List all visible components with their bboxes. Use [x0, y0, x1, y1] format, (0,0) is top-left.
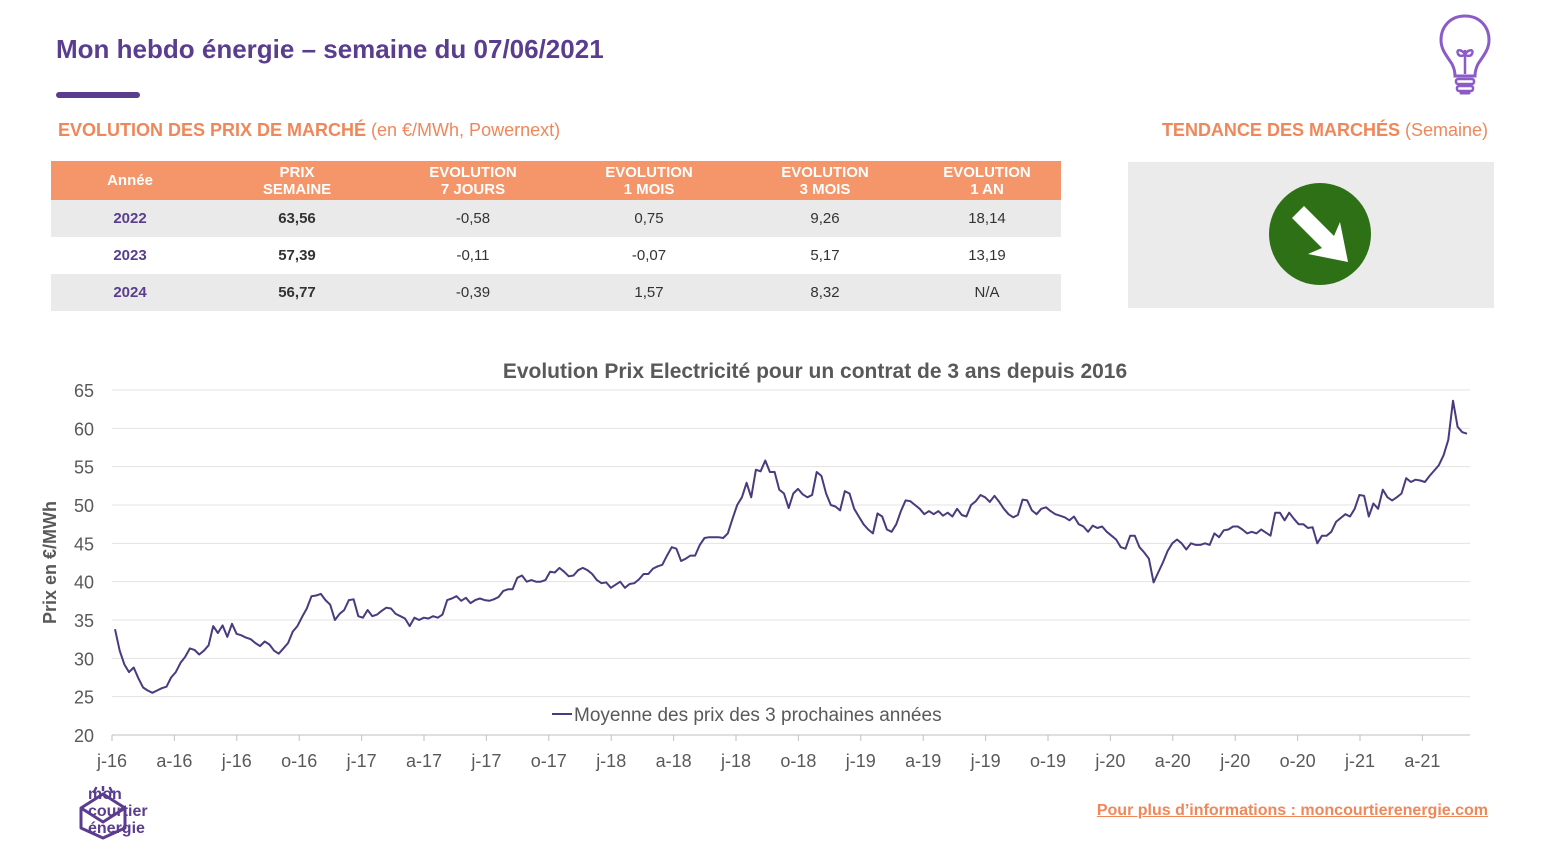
- x-tick-label: j-20: [1094, 751, 1125, 771]
- y-axis-title: Prix en €/MWh: [40, 501, 60, 624]
- x-tick-label: o-18: [780, 751, 816, 771]
- y-tick-label: 55: [74, 458, 94, 478]
- cell-evolution-3-months: 5,17: [737, 237, 913, 274]
- table-row: 2022 63,56 -0,58 0,75 9,26 18,14: [51, 200, 1061, 237]
- title-underline: [56, 92, 140, 98]
- market-trend-heading: TENDANCE DES MARCHÉS (Semaine): [1161, 120, 1488, 140]
- x-tick-label: j-20: [1219, 751, 1250, 771]
- x-tick-label: j-17: [470, 751, 501, 771]
- y-tick-label: 60: [74, 419, 94, 439]
- cell-price: 63,56: [209, 200, 385, 237]
- y-tick-label: 35: [74, 611, 94, 631]
- cell-evolution-1-month: 1,57: [561, 274, 737, 311]
- series-line: [114, 399, 1468, 694]
- header-year: Année: [51, 161, 209, 200]
- x-tick-label: j-16: [221, 751, 252, 771]
- header-evolution-1-month: EVOLUTION 1 MOIS: [561, 161, 737, 200]
- cell-year: 2024: [51, 274, 209, 311]
- cell-evolution-7-days: -0,39: [385, 274, 561, 311]
- y-tick-label: 45: [74, 534, 94, 554]
- moncourtier-logo: [79, 786, 127, 840]
- x-tick-label: j-18: [595, 751, 626, 771]
- cell-evolution-3-months: 9,26: [737, 200, 913, 237]
- table-row: 2024 56,77 -0,39 1,57 8,32 N/A: [51, 274, 1061, 311]
- x-tick-label: o-19: [1030, 751, 1066, 771]
- cell-evolution-7-days: -0,11: [385, 237, 561, 274]
- y-tick-label: 25: [74, 688, 94, 708]
- table-header-row: Année PRIX SEMAINE EVOLUTION 7 JOURS EVOLU…: [51, 161, 1061, 200]
- cell-evolution-1-year: 18,14: [913, 200, 1061, 237]
- x-tick-label: j-21: [1344, 751, 1375, 771]
- price-line-chart: Evolution Prix Electricité pour un contr…: [40, 360, 1470, 771]
- x-tick-label: j-19: [845, 751, 876, 771]
- cell-evolution-1-year: N/A: [913, 274, 1061, 311]
- x-tick-label: o-16: [281, 751, 317, 771]
- x-tick-label: o-17: [531, 751, 567, 771]
- x-tick-label: a-20: [1155, 751, 1191, 771]
- x-tick-label: a-19: [905, 751, 941, 771]
- legend-label: Moyenne des prix des 3 prochaines années: [574, 705, 942, 726]
- cell-evolution-7-days: -0,58: [385, 200, 561, 237]
- table-row: 2023 57,39 -0,11 -0,07 5,17 13,19: [51, 237, 1061, 274]
- header-weekly-price: PRIX SEMAINE: [209, 161, 385, 200]
- logo-text: mon courtier énergie: [88, 786, 148, 837]
- y-tick-label: 20: [74, 726, 94, 746]
- x-tick-label: j-17: [346, 751, 377, 771]
- cell-evolution-1-year: 13,19: [913, 237, 1061, 274]
- y-tick-label: 65: [74, 381, 94, 401]
- cell-evolution-1-month: -0,07: [561, 237, 737, 274]
- x-tick-label: a-21: [1404, 751, 1440, 771]
- header-evolution-1-year: EVOLUTION 1 AN: [913, 161, 1061, 200]
- chart-title: Evolution Prix Electricité pour un contr…: [503, 360, 1127, 383]
- cell-year: 2022: [51, 200, 209, 237]
- y-tick-label: 30: [74, 649, 94, 669]
- y-tick-label: 50: [74, 496, 94, 516]
- x-tick-label: a-16: [156, 751, 192, 771]
- cell-year: 2023: [51, 237, 209, 274]
- x-tick-label: o-20: [1280, 751, 1316, 771]
- x-tick-label: j-19: [970, 751, 1001, 771]
- prices-table: Année PRIX SEMAINE EVOLUTION 7 JOURS EVOLU…: [51, 161, 1061, 311]
- header-evolution-3-months: EVOLUTION 3 MOIS: [737, 161, 913, 200]
- market-trend-panel: [1128, 162, 1494, 308]
- cell-evolution-1-month: 0,75: [561, 200, 737, 237]
- cell-evolution-3-months: 8,32: [737, 274, 913, 311]
- arrow-down-right-icon: [1269, 183, 1371, 285]
- header-evolution-7-days: EVOLUTION 7 JOURS: [385, 161, 561, 200]
- x-tick-label: a-17: [406, 751, 442, 771]
- cell-price: 56,77: [209, 274, 385, 311]
- x-tick-label: j-16: [96, 751, 127, 771]
- page-title: Mon hebdo énergie – semaine du 07/06/202…: [56, 34, 604, 64]
- lightbulb-icon: [1439, 14, 1491, 95]
- market-prices-heading: EVOLUTION DES PRIX DE MARCHÉ (en €/MWh, …: [58, 120, 561, 140]
- y-tick-label: 40: [74, 573, 94, 593]
- x-tick-label: a-18: [656, 751, 692, 771]
- more-info-link[interactable]: Pour plus d’informations : moncourtieren…: [1096, 802, 1488, 819]
- cell-price: 57,39: [209, 237, 385, 274]
- x-tick-label: j-18: [720, 751, 751, 771]
